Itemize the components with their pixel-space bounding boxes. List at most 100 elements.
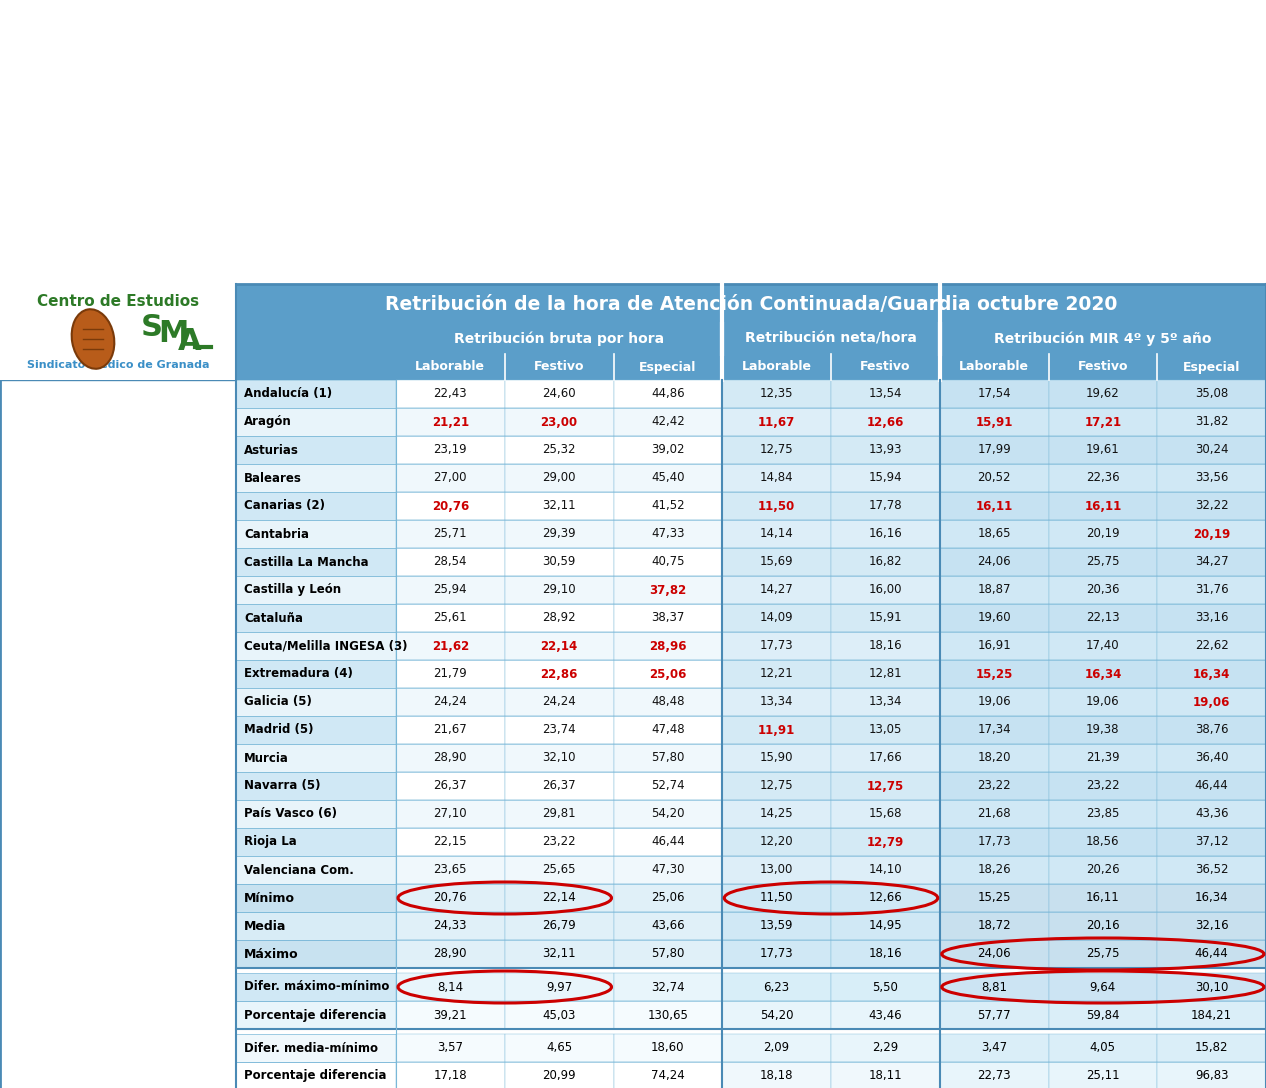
Text: 25,94: 25,94 — [433, 583, 467, 596]
Bar — [939, 354, 1048, 380]
Bar — [1048, 632, 1157, 660]
Bar — [505, 744, 614, 772]
Bar — [614, 772, 722, 800]
Bar — [1157, 408, 1266, 436]
Bar — [1157, 688, 1266, 716]
Bar — [939, 883, 1048, 912]
Bar — [614, 380, 722, 408]
Text: 14,14: 14,14 — [760, 528, 794, 541]
Text: 13,59: 13,59 — [760, 919, 794, 932]
Text: 5,50: 5,50 — [872, 980, 899, 993]
Text: 57,77: 57,77 — [977, 1009, 1012, 1022]
Bar — [722, 632, 830, 660]
Bar — [1048, 744, 1157, 772]
Bar — [505, 688, 614, 716]
Text: 32,11: 32,11 — [542, 948, 576, 961]
Text: Retribución de la hora de Atención Continuada/Guardia octubre 2020: Retribución de la hora de Atención Conti… — [385, 295, 1117, 313]
Bar — [235, 632, 396, 660]
Text: 16,34: 16,34 — [1195, 891, 1228, 904]
Text: 11,50: 11,50 — [758, 499, 795, 512]
Text: 14,27: 14,27 — [760, 583, 794, 596]
Text: M: M — [158, 320, 189, 348]
Text: 14,09: 14,09 — [760, 611, 794, 625]
Text: 24,06: 24,06 — [977, 556, 1012, 569]
Text: 47,48: 47,48 — [651, 724, 685, 737]
Text: 25,06: 25,06 — [651, 891, 685, 904]
Bar — [722, 354, 830, 380]
Text: 32,22: 32,22 — [1195, 499, 1228, 512]
Text: 39,21: 39,21 — [433, 1009, 467, 1022]
Bar — [830, 354, 939, 380]
Bar — [505, 716, 614, 744]
Bar — [505, 856, 614, 883]
Text: 15,91: 15,91 — [975, 416, 1013, 429]
Text: Mínimo: Mínimo — [244, 891, 295, 904]
Bar — [1157, 1034, 1266, 1062]
Bar — [722, 1062, 830, 1088]
Text: 46,44: 46,44 — [1195, 779, 1228, 792]
Text: 21,21: 21,21 — [432, 416, 468, 429]
Text: 42,42: 42,42 — [651, 416, 685, 429]
Text: 25,65: 25,65 — [542, 864, 576, 877]
Text: 12,81: 12,81 — [868, 668, 903, 680]
Text: Porcentaje diferencia: Porcentaje diferencia — [244, 1070, 386, 1083]
Text: 13,00: 13,00 — [760, 864, 794, 877]
Bar — [614, 688, 722, 716]
Text: Castilla La Mancha: Castilla La Mancha — [244, 556, 368, 569]
Text: 47,33: 47,33 — [651, 528, 685, 541]
Bar — [830, 856, 939, 883]
Text: 46,44: 46,44 — [1195, 948, 1228, 961]
Bar — [939, 324, 1266, 354]
Bar — [830, 716, 939, 744]
Text: 23,85: 23,85 — [1086, 807, 1119, 820]
Bar — [939, 548, 1048, 576]
Bar — [614, 408, 722, 436]
Text: 20,19: 20,19 — [1086, 528, 1119, 541]
Bar — [396, 520, 505, 548]
Bar — [235, 856, 396, 883]
Bar — [1048, 380, 1157, 408]
Bar — [396, 576, 505, 604]
Text: Aragón: Aragón — [244, 416, 291, 429]
Bar — [505, 354, 614, 380]
Bar — [1157, 380, 1266, 408]
Text: 52,74: 52,74 — [651, 779, 685, 792]
Text: 14,84: 14,84 — [760, 471, 794, 484]
Bar — [1048, 1034, 1157, 1062]
Bar — [235, 408, 396, 436]
Bar — [722, 660, 830, 688]
Text: 17,21: 17,21 — [1084, 416, 1122, 429]
Text: 17,66: 17,66 — [868, 752, 903, 765]
Bar — [722, 324, 939, 354]
Text: 12,75: 12,75 — [760, 779, 794, 792]
Bar — [1048, 800, 1157, 828]
Bar — [1157, 828, 1266, 856]
Text: 20,26: 20,26 — [1086, 864, 1119, 877]
Text: 35,08: 35,08 — [1195, 387, 1228, 400]
Text: Castilla y León: Castilla y León — [244, 583, 341, 596]
Text: 74,24: 74,24 — [651, 1070, 685, 1083]
Text: 17,73: 17,73 — [760, 948, 794, 961]
Text: 17,40: 17,40 — [1086, 640, 1119, 653]
Text: 21,62: 21,62 — [432, 640, 468, 653]
Bar — [1157, 1001, 1266, 1029]
Bar — [939, 828, 1048, 856]
Text: 44,86: 44,86 — [651, 387, 685, 400]
Text: 24,33: 24,33 — [434, 919, 467, 932]
Text: Festivo: Festivo — [1077, 360, 1128, 373]
Bar — [614, 520, 722, 548]
Text: 17,73: 17,73 — [760, 640, 794, 653]
Text: 19,60: 19,60 — [977, 611, 1012, 625]
Bar — [396, 828, 505, 856]
Bar — [235, 354, 396, 380]
Bar — [235, 520, 396, 548]
Bar — [614, 463, 722, 492]
Text: 14,25: 14,25 — [760, 807, 794, 820]
Text: 45,03: 45,03 — [542, 1009, 576, 1022]
Text: 22,73: 22,73 — [977, 1070, 1012, 1083]
Bar — [396, 604, 505, 632]
Bar — [939, 520, 1048, 548]
Bar — [396, 716, 505, 744]
Text: 16,91: 16,91 — [977, 640, 1012, 653]
Bar — [939, 856, 1048, 883]
